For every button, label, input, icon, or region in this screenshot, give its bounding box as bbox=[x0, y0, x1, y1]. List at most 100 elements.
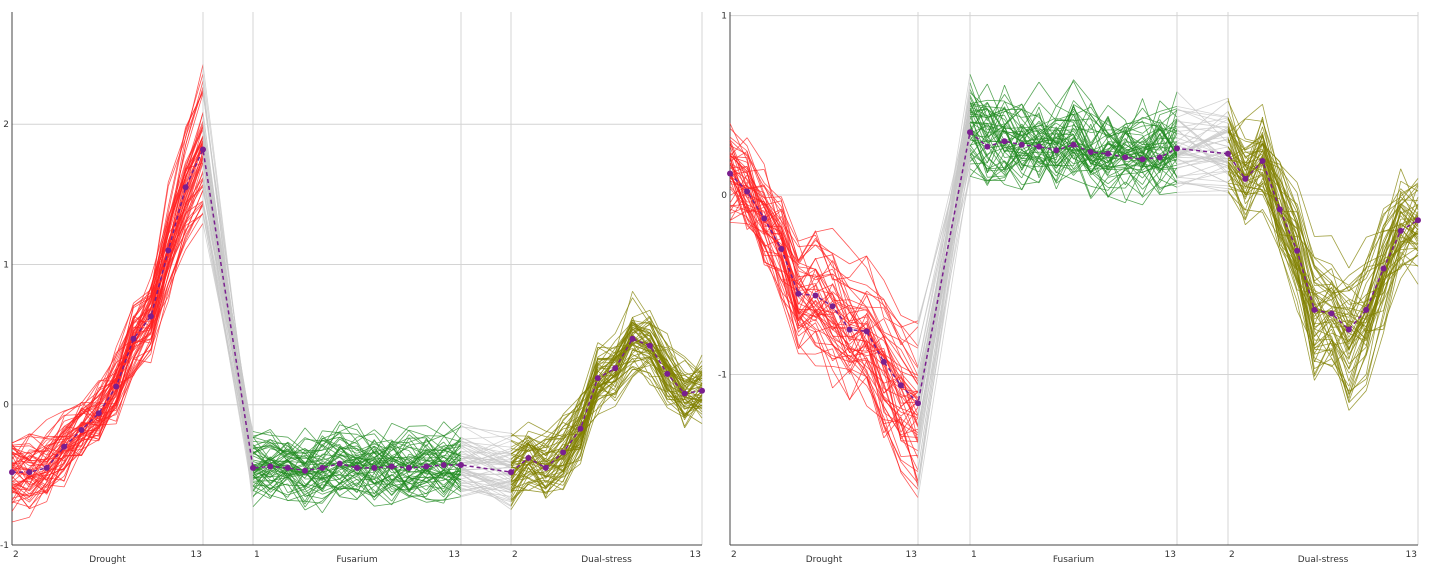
profile-segment bbox=[918, 148, 970, 391]
mean-point bbox=[1071, 142, 1077, 148]
profile-segment bbox=[29, 420, 46, 437]
profile-segment bbox=[1349, 237, 1366, 268]
profile-segment bbox=[29, 485, 46, 518]
profile-segment bbox=[901, 321, 918, 328]
mean-point bbox=[26, 469, 32, 475]
x-tick-label: 13 bbox=[449, 550, 460, 560]
mean-point bbox=[131, 336, 137, 342]
mean-point bbox=[1381, 266, 1387, 272]
mean-point bbox=[1260, 158, 1266, 164]
profile-segment bbox=[816, 330, 833, 370]
profile-segment bbox=[598, 406, 615, 414]
mean-point bbox=[250, 465, 256, 471]
group-label: Drought bbox=[806, 555, 843, 565]
profile-segment bbox=[987, 100, 1004, 101]
profile-segment bbox=[1160, 192, 1177, 194]
mean-point bbox=[389, 464, 395, 470]
group-label: Fusarium bbox=[336, 555, 377, 565]
mean-point bbox=[113, 384, 119, 390]
profile-segment bbox=[444, 427, 461, 436]
profile-segment bbox=[1160, 181, 1177, 190]
y-tick-label: 2 bbox=[3, 120, 9, 130]
profile-segment bbox=[1108, 105, 1125, 120]
mean-point bbox=[1157, 154, 1163, 160]
profile-segment bbox=[918, 95, 970, 367]
mean-point bbox=[612, 365, 618, 371]
group-label: Dual-stress bbox=[1298, 555, 1349, 565]
mean-point bbox=[1242, 176, 1248, 182]
profile-segment bbox=[203, 140, 253, 437]
mean-point bbox=[441, 462, 447, 468]
profile-segment bbox=[305, 428, 322, 447]
mean-point bbox=[630, 336, 636, 342]
profile-segment bbox=[1314, 339, 1331, 340]
profile-segment bbox=[1245, 104, 1262, 118]
mean-point bbox=[319, 465, 325, 471]
profile-segment bbox=[1039, 82, 1056, 106]
mean-point bbox=[881, 359, 887, 365]
profile-segment bbox=[1314, 359, 1331, 369]
x-tick-label: 13 bbox=[1165, 550, 1176, 560]
profile-segment bbox=[203, 157, 253, 475]
profile-segment bbox=[901, 315, 918, 323]
profile-segment bbox=[1056, 81, 1073, 106]
mean-point bbox=[423, 464, 429, 470]
mean-point bbox=[1225, 151, 1231, 157]
y-tick-label: 1 bbox=[3, 260, 9, 270]
mean-point bbox=[44, 465, 50, 471]
mean-point bbox=[898, 382, 904, 388]
mean-point bbox=[1002, 138, 1008, 144]
mean-point bbox=[1122, 154, 1128, 160]
x-tick-label: 13 bbox=[1406, 550, 1417, 560]
profile-segment bbox=[798, 344, 815, 366]
mean-point bbox=[406, 465, 412, 471]
profile-segment bbox=[816, 245, 833, 262]
mean-point bbox=[1088, 149, 1094, 155]
mean-point bbox=[1294, 248, 1300, 254]
profile-segment bbox=[409, 426, 426, 427]
profile-segment bbox=[1022, 174, 1039, 183]
profile-segment bbox=[1332, 236, 1349, 268]
left-mean-profile bbox=[9, 147, 705, 476]
mean-point bbox=[61, 444, 67, 450]
profile-segment bbox=[12, 502, 29, 507]
profile-segment bbox=[1125, 199, 1142, 205]
mean-point bbox=[148, 313, 154, 319]
mean-point bbox=[1398, 228, 1404, 234]
mean-point bbox=[183, 184, 189, 190]
group-label: Drought bbox=[89, 555, 126, 565]
mean-point bbox=[302, 468, 308, 474]
y-tick-label: 0 bbox=[3, 401, 9, 411]
profile-segment bbox=[1177, 191, 1228, 193]
mean-point bbox=[847, 327, 853, 333]
profile-segment bbox=[82, 381, 99, 403]
mean-point bbox=[578, 426, 584, 432]
y-tick-label: 1 bbox=[721, 12, 727, 22]
mean-point bbox=[560, 449, 566, 455]
x-tick-label: 1 bbox=[254, 550, 260, 560]
x-tick-label: 2 bbox=[13, 550, 19, 560]
mean-point bbox=[1140, 156, 1146, 162]
profile-segment bbox=[1314, 236, 1331, 237]
profile-segment bbox=[1056, 130, 1073, 131]
mean-point bbox=[458, 462, 464, 468]
profile-segment bbox=[1177, 161, 1228, 178]
profile-segment bbox=[901, 441, 918, 451]
x-tick-label: 2 bbox=[512, 550, 518, 560]
mean-point bbox=[508, 469, 514, 475]
mean-point bbox=[1174, 145, 1180, 151]
x-tick-label: 2 bbox=[1229, 550, 1235, 560]
mean-point bbox=[727, 171, 733, 177]
profile-segment bbox=[1177, 127, 1228, 134]
profile-segment bbox=[203, 187, 253, 473]
mean-point bbox=[79, 427, 85, 433]
mean-point bbox=[1036, 144, 1042, 150]
mean-point bbox=[9, 469, 15, 475]
profile-segment bbox=[1108, 196, 1125, 203]
mean-point bbox=[267, 464, 273, 470]
profile-segment bbox=[867, 256, 884, 280]
